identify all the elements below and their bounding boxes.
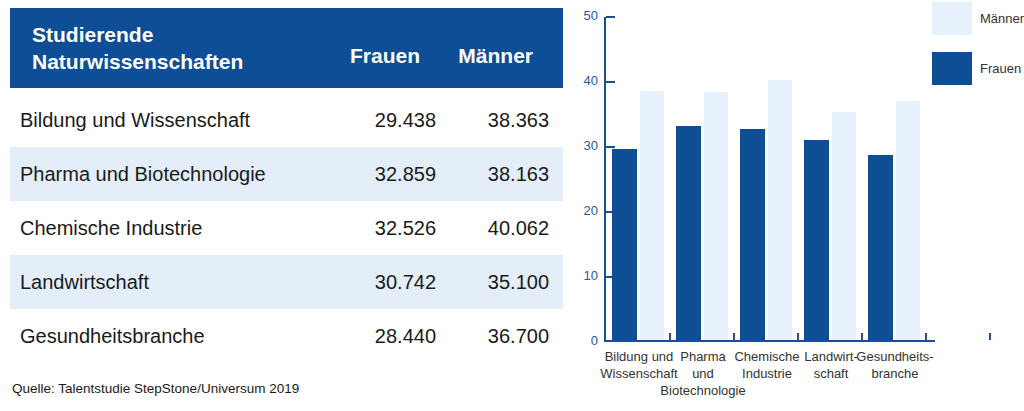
x-axis-tick bbox=[989, 333, 991, 340]
table-body: Bildung und Wissenschaft 29.438 38.363 P… bbox=[10, 93, 563, 363]
row-value-frauen: 30.742 bbox=[306, 271, 436, 294]
y-axis-label: 30 bbox=[574, 138, 598, 153]
table-row: Chemische Industrie 32.526 40.062 bbox=[10, 201, 563, 255]
row-value-frauen: 32.859 bbox=[306, 163, 436, 186]
bar-frauen bbox=[804, 140, 829, 340]
row-value-maenner: 40.062 bbox=[436, 217, 549, 240]
x-axis-tick bbox=[925, 333, 927, 340]
bar-maenner bbox=[832, 112, 856, 340]
column-header-maenner: Männer bbox=[420, 44, 533, 68]
row-value-maenner: 38.163 bbox=[436, 163, 549, 186]
row-value-maenner: 36.700 bbox=[436, 325, 549, 348]
plot-area: 01020304050Bildung undWissenschaftPharma… bbox=[604, 17, 935, 342]
row-label: Bildung und Wissenschaft bbox=[10, 109, 306, 132]
bar-chart: 01020304050Bildung undWissenschaftPharma… bbox=[575, 0, 1024, 411]
bar-maenner bbox=[704, 92, 728, 340]
table-title: Studierende Naturwissenschaften bbox=[10, 21, 290, 75]
row-value-frauen: 29.438 bbox=[306, 109, 436, 132]
x-axis-tick bbox=[669, 333, 671, 340]
y-axis-tick bbox=[606, 16, 615, 18]
table-row: Pharma und Biotechnologie 32.859 38.163 bbox=[10, 147, 563, 201]
y-axis-label: 10 bbox=[574, 268, 598, 283]
row-label: Landwirtschaft bbox=[10, 271, 306, 294]
bar-maenner bbox=[640, 91, 664, 340]
legend-item-maenner: Männer bbox=[932, 2, 1024, 35]
legend-swatch-frauen bbox=[932, 52, 972, 85]
row-label: Pharma und Biotechnologie bbox=[10, 163, 306, 186]
y-axis-label: 40 bbox=[574, 73, 598, 88]
bar-frauen bbox=[612, 149, 637, 340]
table-row: Gesundheitsbranche 28.440 36.700 bbox=[10, 309, 563, 363]
bar-maenner bbox=[768, 80, 792, 340]
bar-maenner bbox=[896, 101, 920, 340]
y-axis-label: 20 bbox=[574, 203, 598, 218]
data-table: Studierende Naturwissenschaften Frauen M… bbox=[10, 8, 563, 363]
row-label: Gesundheitsbranche bbox=[10, 325, 306, 348]
row-value-frauen: 32.526 bbox=[306, 217, 436, 240]
bar-frauen bbox=[868, 155, 893, 340]
row-label: Chemische Industrie bbox=[10, 217, 306, 240]
x-axis-tick bbox=[861, 333, 863, 340]
y-axis-tick bbox=[606, 81, 615, 83]
row-value-maenner: 38.363 bbox=[436, 109, 549, 132]
y-axis-label: 50 bbox=[574, 8, 598, 23]
row-value-frauen: 28.440 bbox=[306, 325, 436, 348]
table-header: Studierende Naturwissenschaften Frauen M… bbox=[10, 8, 563, 88]
source-note: Quelle: Talentstudie StepStone/Universum… bbox=[12, 381, 299, 396]
x-axis-tick bbox=[733, 333, 735, 340]
legend-swatch-maenner bbox=[932, 2, 972, 35]
table-row: Bildung und Wissenschaft 29.438 38.363 bbox=[10, 93, 563, 147]
y-axis-label: 0 bbox=[574, 333, 598, 348]
bar-frauen bbox=[676, 126, 701, 340]
table-row: Landwirtschaft 30.742 35.100 bbox=[10, 255, 563, 309]
legend-label-maenner: Männer bbox=[980, 11, 1024, 26]
bar-frauen bbox=[740, 129, 765, 340]
row-value-maenner: 35.100 bbox=[436, 271, 549, 294]
column-header-frauen: Frauen bbox=[290, 44, 420, 68]
legend-label-frauen: Frauen bbox=[980, 61, 1021, 76]
category-label: Gesundheits-branche bbox=[835, 348, 955, 382]
legend-item-frauen: Frauen bbox=[932, 52, 1021, 85]
x-axis-tick bbox=[797, 333, 799, 340]
